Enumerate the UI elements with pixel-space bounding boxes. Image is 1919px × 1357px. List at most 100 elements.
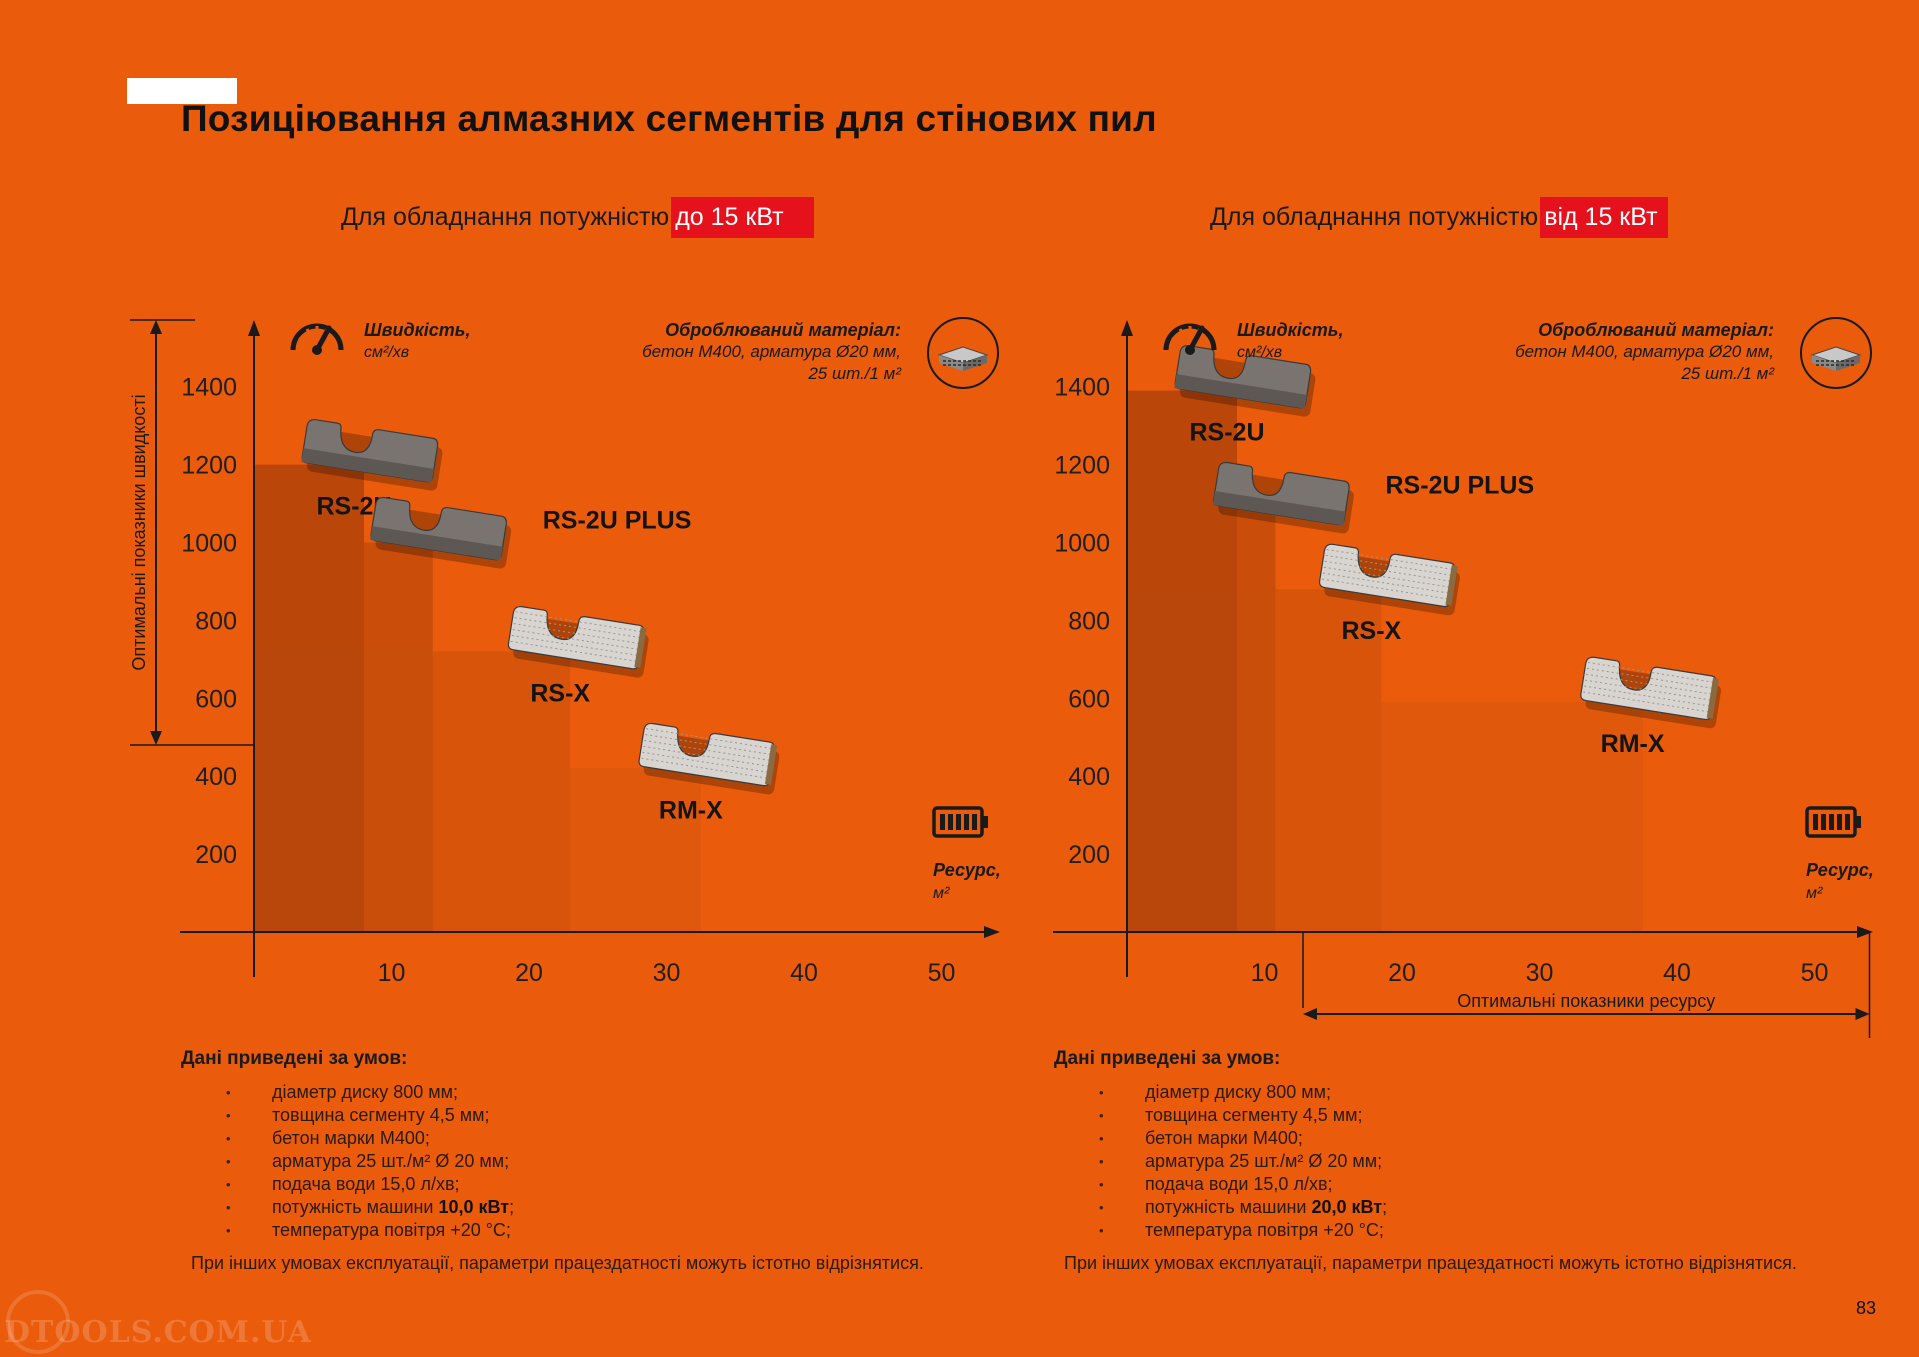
y-tick-label: 1400 [181,374,237,402]
watermark-logo [6,1290,70,1354]
y-tick-label: 1200 [1054,452,1110,480]
conditions-title: Дані приведені за умов: [181,1048,408,1069]
y-tick-label: 200 [195,841,237,869]
y-tick-label: 800 [195,607,237,635]
condition-item: арматура 25 шт./м² Ø 20 мм; [1099,1150,1387,1173]
power-badge: від 15 кВт [1540,197,1668,238]
speed-axis-label: Швидкість, [364,320,471,340]
conditions-note: При інших умовах експлуатації, параметри… [1064,1253,1797,1273]
segment-image-rm-x [1580,656,1722,729]
concrete-material-icon [927,317,999,389]
segment-image-rm-x [638,722,780,795]
material-line-1: бетон М400, арматура Ø20 мм, [1515,342,1774,361]
x-axis-arrow [984,926,1000,938]
condition-item: арматура 25 шт./м² Ø 20 мм; [226,1150,514,1173]
series-label-rm-x: RM-X [659,796,723,824]
series-label-rs-2u: RS-2U [1189,419,1264,447]
material-line-1: бетон М400, арматура Ø20 мм, [642,342,901,361]
x-tick-label: 10 [1251,959,1279,987]
segment-image-rs-x [507,605,649,678]
series-label-rs-x: RS-X [1342,617,1402,645]
bracket-arrow-left [1303,1008,1317,1020]
condition-item: потужність машини 10,0 кВт; [226,1196,514,1219]
subtitle-text: Для обладнання потужністю [1210,203,1539,231]
y-tick-label: 600 [1068,685,1110,713]
page-title: Позиціювання алмазних сегментів для стін… [181,98,1157,139]
y-axis-arrow [1121,320,1133,336]
condition-item: подача води 15,0 л/хв; [1099,1173,1387,1196]
resource-axis-label: Ресурс, [1806,860,1874,880]
series-label-rm-x: RM-X [1601,730,1665,758]
material-title: Оброблюваний матеріал: [1538,320,1774,340]
x-axis-arrow [1857,926,1873,938]
speed-axis-label: Швидкість, [1237,320,1344,340]
material-line-2: 25 шт./1 м² [808,364,901,383]
x-tick-label: 40 [1663,959,1691,987]
optimal-resource-label: Оптимальні показники ресурсу [1457,991,1715,1011]
y-tick-label: 1000 [1054,530,1110,558]
x-tick-label: 10 [378,959,406,987]
segment-image-rs-2u [301,419,443,491]
condition-item: товщина сегменту 4,5 мм; [226,1104,514,1127]
conditions-list: діаметр диску 800 мм;товщина сегменту 4,… [1099,1081,1387,1242]
resource-axis-unit: м² [933,885,950,902]
bracket-arrow-up [150,320,162,334]
material-info: Оброблюваний матеріал: бетон М400, армат… [1433,319,1774,385]
condition-item: діаметр диску 800 мм; [1099,1081,1387,1104]
condition-item: потужність машини 20,0 кВт; [1099,1196,1387,1219]
page-number: 83 [1855,1298,1876,1318]
x-tick-label: 50 [1801,959,1829,987]
segment-image-rs-2u [1174,345,1316,417]
condition-item: бетон марки М400; [226,1127,514,1150]
material-line-2: 25 шт./1 м² [1681,364,1774,383]
y-tick-label: 600 [195,685,237,713]
series-label-rs-x: RS-X [530,680,590,708]
y-tick-label: 1000 [181,530,237,558]
y-axis-arrow [248,320,260,336]
panel-subtitle: Для обладнання потужністю від 15 кВт [1210,197,1668,238]
condition-item: діаметр диску 800 мм; [226,1081,514,1104]
material-title: Оброблюваний матеріал: [665,320,901,340]
bracket-arrow-right [1855,1008,1870,1020]
y-tick-label: 1400 [1054,374,1110,402]
condition-item: температура повітря +20 °С; [226,1219,514,1242]
y-tick-label: 400 [1068,763,1110,791]
speed-axis-unit: см²/хв [1237,344,1283,361]
speed-axis-unit: см²/хв [364,344,410,361]
resource-axis-unit: м² [1806,885,1823,902]
optimal-speed-label: Оптимальні показники швидкості [129,394,149,670]
segment-image-rs-x [1318,543,1460,616]
y-tick-label: 200 [1068,841,1110,869]
bracket-arrow-down [150,731,162,746]
resource-axis-label: Ресурс, [933,860,1001,880]
x-tick-label: 20 [1388,959,1416,987]
segment-image-rs-2u-plus [370,496,512,569]
x-tick-label: 30 [653,959,681,987]
condition-item: температура повітря +20 °С; [1099,1219,1387,1242]
power-badge: до 15 кВт [671,197,814,238]
decorative-white-bar [127,78,237,104]
y-tick-label: 800 [1068,607,1110,635]
bar-rs-2u [254,464,364,932]
condition-item: товщина сегменту 4,5 мм; [1099,1104,1387,1127]
chart-panel-left: Для обладнання потужністю до 15 кВт 200 40… [0,0,1001,1357]
conditions-note: При інших умовах експлуатації, параметри… [191,1253,924,1273]
chart-panel-right: Для обладнання потужністю від 15 кВт 200 4… [873,0,1874,1357]
subtitle-text: Для обладнання потужністю [341,203,670,231]
panel-subtitle: Для обладнання потужністю до 15 кВт [341,197,814,238]
concrete-material-icon [1800,317,1872,389]
speedometer-icon [1163,323,1217,355]
segment-image-rs-2u-plus [1212,461,1354,534]
x-tick-label: 20 [515,959,543,987]
series-label-rs-2u-plus: RS-2U PLUS [543,507,692,535]
y-tick-label: 400 [195,763,237,791]
condition-item: бетон марки М400; [1099,1127,1387,1150]
series-label-rs-2u-plus: RS-2U PLUS [1386,471,1535,499]
x-tick-label: 50 [928,959,956,987]
condition-item: подача води 15,0 л/хв; [226,1173,514,1196]
x-tick-label: 30 [1526,959,1554,987]
watermark-text: DTOOLS.COM.UA [4,1315,312,1350]
material-info: Оброблюваний матеріал: бетон М400, армат… [560,319,901,385]
conditions-list: діаметр диску 800 мм;товщина сегменту 4,… [226,1081,514,1242]
